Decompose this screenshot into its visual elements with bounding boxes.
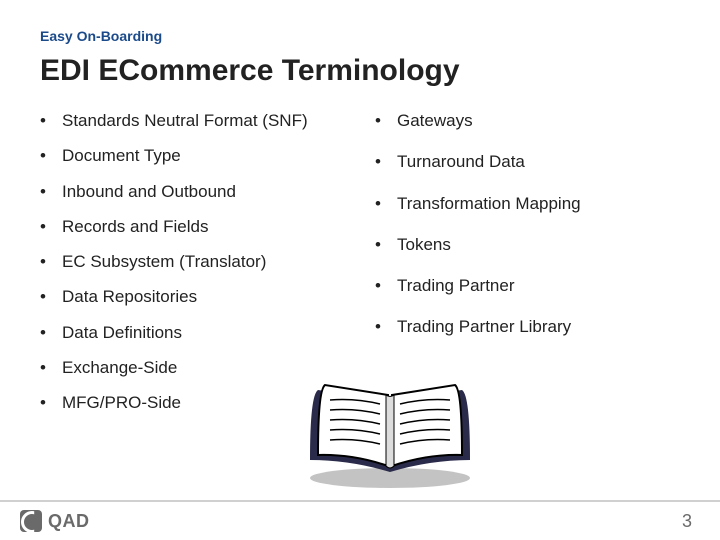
bullet-text: Data Repositories bbox=[62, 286, 197, 307]
bullet-dot: • bbox=[40, 216, 62, 237]
bullet-dot: • bbox=[40, 110, 62, 131]
bullet-dot: • bbox=[40, 392, 62, 413]
bullet-dot: • bbox=[375, 234, 397, 255]
bullet-text: Gateways bbox=[397, 110, 473, 131]
list-item: •Standards Neutral Format (SNF) bbox=[40, 110, 345, 131]
list-item: •Trading Partner bbox=[375, 275, 680, 296]
bullet-text: Turnaround Data bbox=[397, 151, 525, 172]
bullet-text: Exchange-Side bbox=[62, 357, 177, 378]
list-item: •Transformation Mapping bbox=[375, 193, 680, 214]
bullet-text: Document Type bbox=[62, 145, 181, 166]
bullet-dot: • bbox=[40, 181, 62, 202]
list-item: •EC Subsystem (Translator) bbox=[40, 251, 345, 272]
bullet-text: Trading Partner Library bbox=[397, 316, 571, 337]
bullet-dot: • bbox=[375, 316, 397, 337]
bullet-dot: • bbox=[375, 193, 397, 214]
bullet-dot: • bbox=[40, 286, 62, 307]
bullet-text: Inbound and Outbound bbox=[62, 181, 236, 202]
logo-mark-icon bbox=[20, 510, 42, 532]
list-item: •Data Repositories bbox=[40, 286, 345, 307]
bullet-dot: • bbox=[40, 322, 62, 343]
list-item: •Document Type bbox=[40, 145, 345, 166]
bullet-text: Data Definitions bbox=[62, 322, 182, 343]
list-item: •Turnaround Data bbox=[375, 151, 680, 172]
bullet-text: Transformation Mapping bbox=[397, 193, 581, 214]
bullet-dot: • bbox=[375, 110, 397, 131]
bullet-dot: • bbox=[40, 145, 62, 166]
page-number: 3 bbox=[682, 511, 692, 532]
bullet-text: Trading Partner bbox=[397, 275, 514, 296]
bullet-text: Records and Fields bbox=[62, 216, 208, 237]
bullet-dot: • bbox=[375, 275, 397, 296]
list-item: •Tokens bbox=[375, 234, 680, 255]
bullet-text: Tokens bbox=[397, 234, 451, 255]
bullet-dot: • bbox=[375, 151, 397, 172]
list-item: •Inbound and Outbound bbox=[40, 181, 345, 202]
bullet-dot: • bbox=[40, 251, 62, 272]
eyebrow-text: Easy On-Boarding bbox=[40, 28, 680, 44]
slide-footer: QAD 3 bbox=[0, 500, 720, 540]
bullet-dot: • bbox=[40, 357, 62, 378]
list-item: •Gateways bbox=[375, 110, 680, 131]
list-item: •Trading Partner Library bbox=[375, 316, 680, 337]
logo-text: QAD bbox=[48, 511, 90, 532]
bullet-text: MFG/PRO-Side bbox=[62, 392, 181, 413]
book-illustration bbox=[290, 360, 490, 490]
list-item: •Data Definitions bbox=[40, 322, 345, 343]
bullet-text: Standards Neutral Format (SNF) bbox=[62, 110, 308, 131]
list-item: •Records and Fields bbox=[40, 216, 345, 237]
qad-logo: QAD bbox=[20, 510, 90, 532]
bullet-text: EC Subsystem (Translator) bbox=[62, 251, 266, 272]
slide-title: EDI ECommerce Terminology bbox=[40, 54, 680, 88]
